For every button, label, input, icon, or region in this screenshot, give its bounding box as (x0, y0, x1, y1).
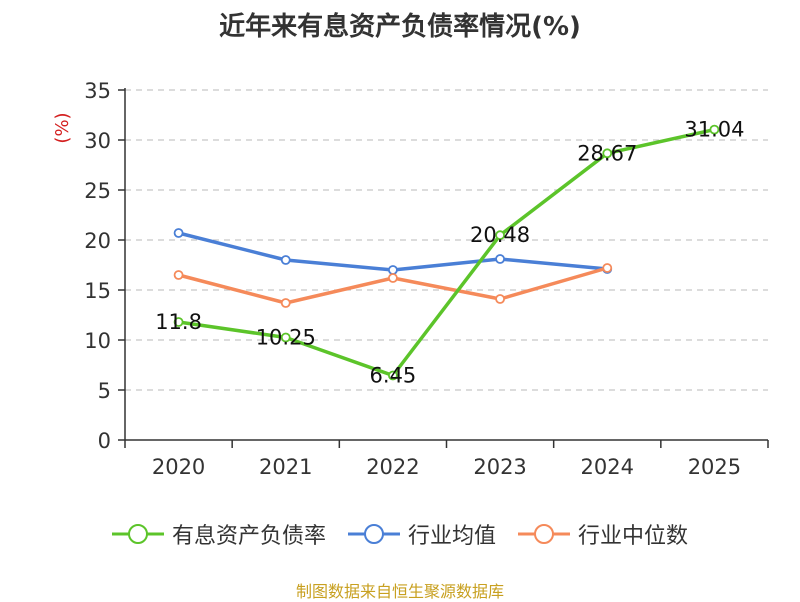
legend-label: 行业中位数 (578, 524, 689, 549)
y-tick-label: 20 (84, 229, 111, 253)
data-point (602, 263, 613, 273)
y-tick-label: 10 (84, 329, 111, 353)
legend-swatch (347, 524, 400, 544)
legend-item[interactable]: 行业中位数 (518, 518, 688, 550)
x-tick-label: 2020 (152, 455, 205, 479)
y-axis-label: (%) (52, 112, 73, 143)
data-label: 10.25 (256, 326, 316, 350)
data-point (280, 255, 291, 265)
label-layer: 11.8 10.25 6.45 20.48 28.67 31.04 (155, 118, 744, 388)
series-layer (173, 124, 720, 381)
x-tick-label: 2022 (366, 455, 419, 479)
data-label: 31.04 (684, 118, 744, 142)
data-point (388, 370, 398, 381)
data-point (495, 254, 505, 264)
x-tick-label: 2021 (259, 455, 312, 479)
y-tick-label: 0 (98, 429, 111, 453)
legend-item[interactable]: 有息资产负债率 (111, 518, 326, 550)
data-point (495, 294, 505, 304)
y-tick-label: 30 (84, 129, 111, 153)
grid-layer (125, 89, 768, 391)
data-point (173, 228, 184, 238)
data-point (280, 298, 291, 308)
x-tick-label: 2025 (688, 455, 741, 479)
y-tick-label: 35 (84, 79, 111, 103)
chart-title: 近年来有息资产负债率情况(%) (219, 12, 581, 42)
data-point (280, 332, 291, 343)
series-line (178, 231, 608, 272)
legend-label: 行业均值 (407, 524, 496, 549)
data-point (602, 148, 613, 159)
y-tick-label: 15 (84, 279, 111, 303)
data-point (173, 270, 184, 280)
y-tick-label: 25 (84, 179, 111, 203)
data-label: 28.67 (577, 141, 637, 165)
legend-swatch (111, 524, 164, 544)
data-label: 20.48 (470, 223, 530, 247)
source-note: 制图数据来自恒生聚源数据库 (295, 582, 504, 601)
data-point (495, 230, 505, 241)
data-point (709, 124, 720, 135)
series-line (178, 127, 715, 378)
y-tick-label: 5 (98, 379, 111, 403)
data-point (173, 317, 184, 327)
data-label: 6.45 (370, 364, 417, 388)
legend: 有息资产负债率 行业均值 行业中位数 (0, 518, 800, 550)
data-point (388, 273, 398, 283)
x-tick-label: 2024 (581, 455, 634, 479)
data-point (388, 265, 398, 275)
legend-swatch (518, 524, 570, 544)
data-label: 11.8 (155, 310, 202, 334)
legend-item[interactable]: 行业均值 (347, 518, 496, 550)
x-tick-label: 2023 (473, 455, 526, 479)
legend-label: 有息资产负债率 (171, 524, 326, 549)
